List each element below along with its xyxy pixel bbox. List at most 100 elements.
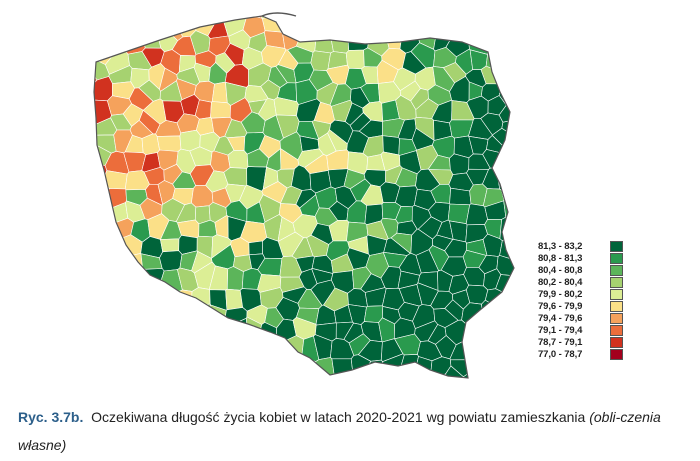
powiat-cell — [94, 234, 112, 258]
map-legend: 81,3 - 83,2 80,8 - 81,3 80,4 - 80,8 80,2 - … — [538, 240, 628, 360]
powiat-cell — [145, 268, 165, 284]
powiat-cell — [466, 317, 489, 342]
powiat-cell — [449, 153, 470, 175]
powiat-cell — [134, 16, 163, 17]
powiat-cell — [137, 331, 159, 357]
powiat-cell — [405, 372, 432, 378]
map-area — [53, 0, 515, 379]
powiat-cell — [153, 353, 177, 375]
powiat-cell — [129, 366, 151, 378]
legend-item-label: 79,4 - 79,6 — [538, 312, 583, 324]
powiat-cell — [498, 44, 514, 65]
powiat-cell — [175, 307, 200, 328]
powiat-cell — [244, 16, 272, 19]
powiat-cell — [55, 165, 93, 187]
powiat-cell — [487, 34, 505, 55]
powiat-cell — [53, 20, 92, 49]
powiat-cell — [261, 16, 281, 33]
powiat-cell — [484, 16, 504, 19]
figure-title: Oczekiwana długość życia kobiet w latach… — [91, 409, 586, 425]
powiat-cell — [172, 16, 197, 38]
powiat-cell — [405, 0, 434, 15]
powiat-cell — [449, 187, 472, 206]
legend-item-label: 79,1 - 79,4 — [538, 324, 583, 336]
powiat-cell — [501, 26, 514, 58]
powiat-cell — [156, 335, 179, 355]
powiat-cell — [210, 101, 231, 119]
powiat-cell — [427, 16, 448, 17]
legend-item-label: 77,0 - 78,7 — [538, 348, 583, 360]
powiat-cell — [429, 373, 460, 378]
powiat-cell — [172, 324, 196, 346]
powiat-cell — [177, 331, 200, 354]
powiat-cell — [159, 250, 183, 272]
powiat-cell — [94, 202, 101, 225]
powiat-cell — [94, 303, 100, 326]
powiat-cell — [503, 199, 514, 231]
legend-item: 79,1 - 79,4 — [538, 324, 628, 336]
powiat-cell — [193, 16, 214, 21]
powiat-cell — [121, 354, 143, 378]
powiat-cell — [293, 372, 320, 378]
powiat-cell — [470, 356, 490, 378]
powiat-cell — [213, 333, 236, 356]
powiat-cell — [345, 49, 365, 70]
figure-caption: Ryc. 3.7b. Oczekiwana długość życia kobi… — [18, 403, 688, 459]
legend-item: 77,0 - 78,7 — [538, 348, 628, 360]
powiat-cell — [462, 371, 488, 378]
powiat-cell — [94, 341, 116, 364]
powiat-cell — [94, 248, 110, 275]
powiat-cell — [334, 16, 356, 24]
powiat-cell — [265, 346, 286, 374]
powiat-cell — [94, 64, 98, 87]
powiat-cell — [94, 43, 96, 71]
powiat-cell — [363, 305, 384, 323]
powiat-cell — [329, 373, 368, 378]
powiat-cell — [201, 16, 232, 20]
powiat-cell — [487, 317, 508, 342]
legend-swatch — [610, 336, 623, 348]
poland-powiat-map — [53, 0, 515, 379]
powiat-cell — [94, 162, 108, 184]
powiat-cell — [363, 375, 391, 378]
powiat-cell — [146, 370, 167, 378]
powiat-cell — [94, 320, 114, 344]
powiat-cell — [55, 146, 93, 165]
powiat-cell — [495, 274, 514, 293]
powiat-cell — [277, 352, 299, 375]
powiat-cell — [213, 318, 235, 338]
powiat-cell — [107, 282, 130, 307]
legend-swatch — [610, 288, 623, 300]
powiat-cell — [314, 35, 334, 54]
powiat-cell — [498, 104, 514, 123]
powiat-cell — [395, 16, 415, 35]
powiat-cell — [153, 370, 193, 378]
powiat-cell — [316, 16, 335, 38]
powiat-cell — [141, 355, 163, 375]
powiat-cell — [161, 16, 191, 19]
powiat-cell — [486, 16, 506, 36]
powiat-cell — [126, 341, 154, 365]
legend-item-label: 79,9 - 80,2 — [538, 288, 583, 300]
powiat-cell — [107, 266, 134, 288]
legend-swatch — [610, 240, 623, 252]
powiat-cell — [94, 111, 96, 140]
powiat-cell — [177, 16, 199, 25]
powiat-cell — [130, 17, 148, 37]
powiat-cell — [345, 16, 367, 35]
figure-label: Ryc. 3.7b. — [18, 409, 84, 425]
powiat-cell — [94, 371, 112, 378]
powiat-cell — [94, 337, 98, 360]
powiat-cell — [501, 165, 514, 201]
powiat-cell — [155, 290, 178, 313]
powiat-cell — [130, 266, 146, 288]
powiat-cell — [194, 341, 217, 360]
powiat-cell — [160, 322, 179, 339]
powiat-cell — [94, 286, 96, 311]
powiat-cell — [465, 16, 490, 38]
hel-peninsula — [261, 12, 297, 17]
powiat-cell — [496, 255, 514, 279]
powiat-cell — [246, 355, 267, 377]
powiat-cell — [107, 27, 128, 51]
powiat-cell — [474, 376, 512, 378]
